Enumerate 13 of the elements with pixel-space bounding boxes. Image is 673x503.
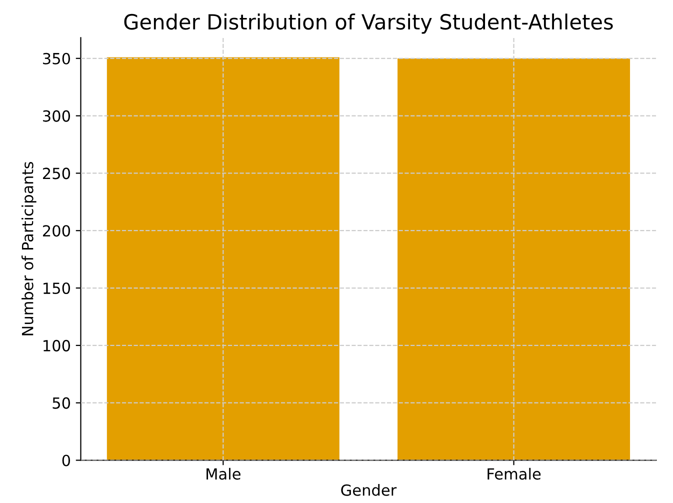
y-tick-label: 100 bbox=[44, 340, 70, 352]
chart-title: Gender Distribution of Varsity Student-Athletes bbox=[124, 14, 613, 34]
y-axis-title: Number of Participants bbox=[22, 162, 36, 336]
x-tick-label: Male bbox=[206, 468, 240, 480]
y-tick-label: 200 bbox=[42, 225, 70, 237]
y-tick-label: 350 bbox=[43, 52, 70, 64]
y-tick-label: 300 bbox=[43, 110, 70, 122]
y-tick-label: 50 bbox=[52, 397, 70, 409]
y-tick-label: 150 bbox=[44, 282, 70, 294]
y-tick-label: 0 bbox=[62, 454, 70, 466]
x-axis-title: Gender bbox=[341, 484, 397, 496]
x-tick-label: Female bbox=[488, 468, 541, 480]
y-tick-label: 250 bbox=[42, 168, 70, 180]
